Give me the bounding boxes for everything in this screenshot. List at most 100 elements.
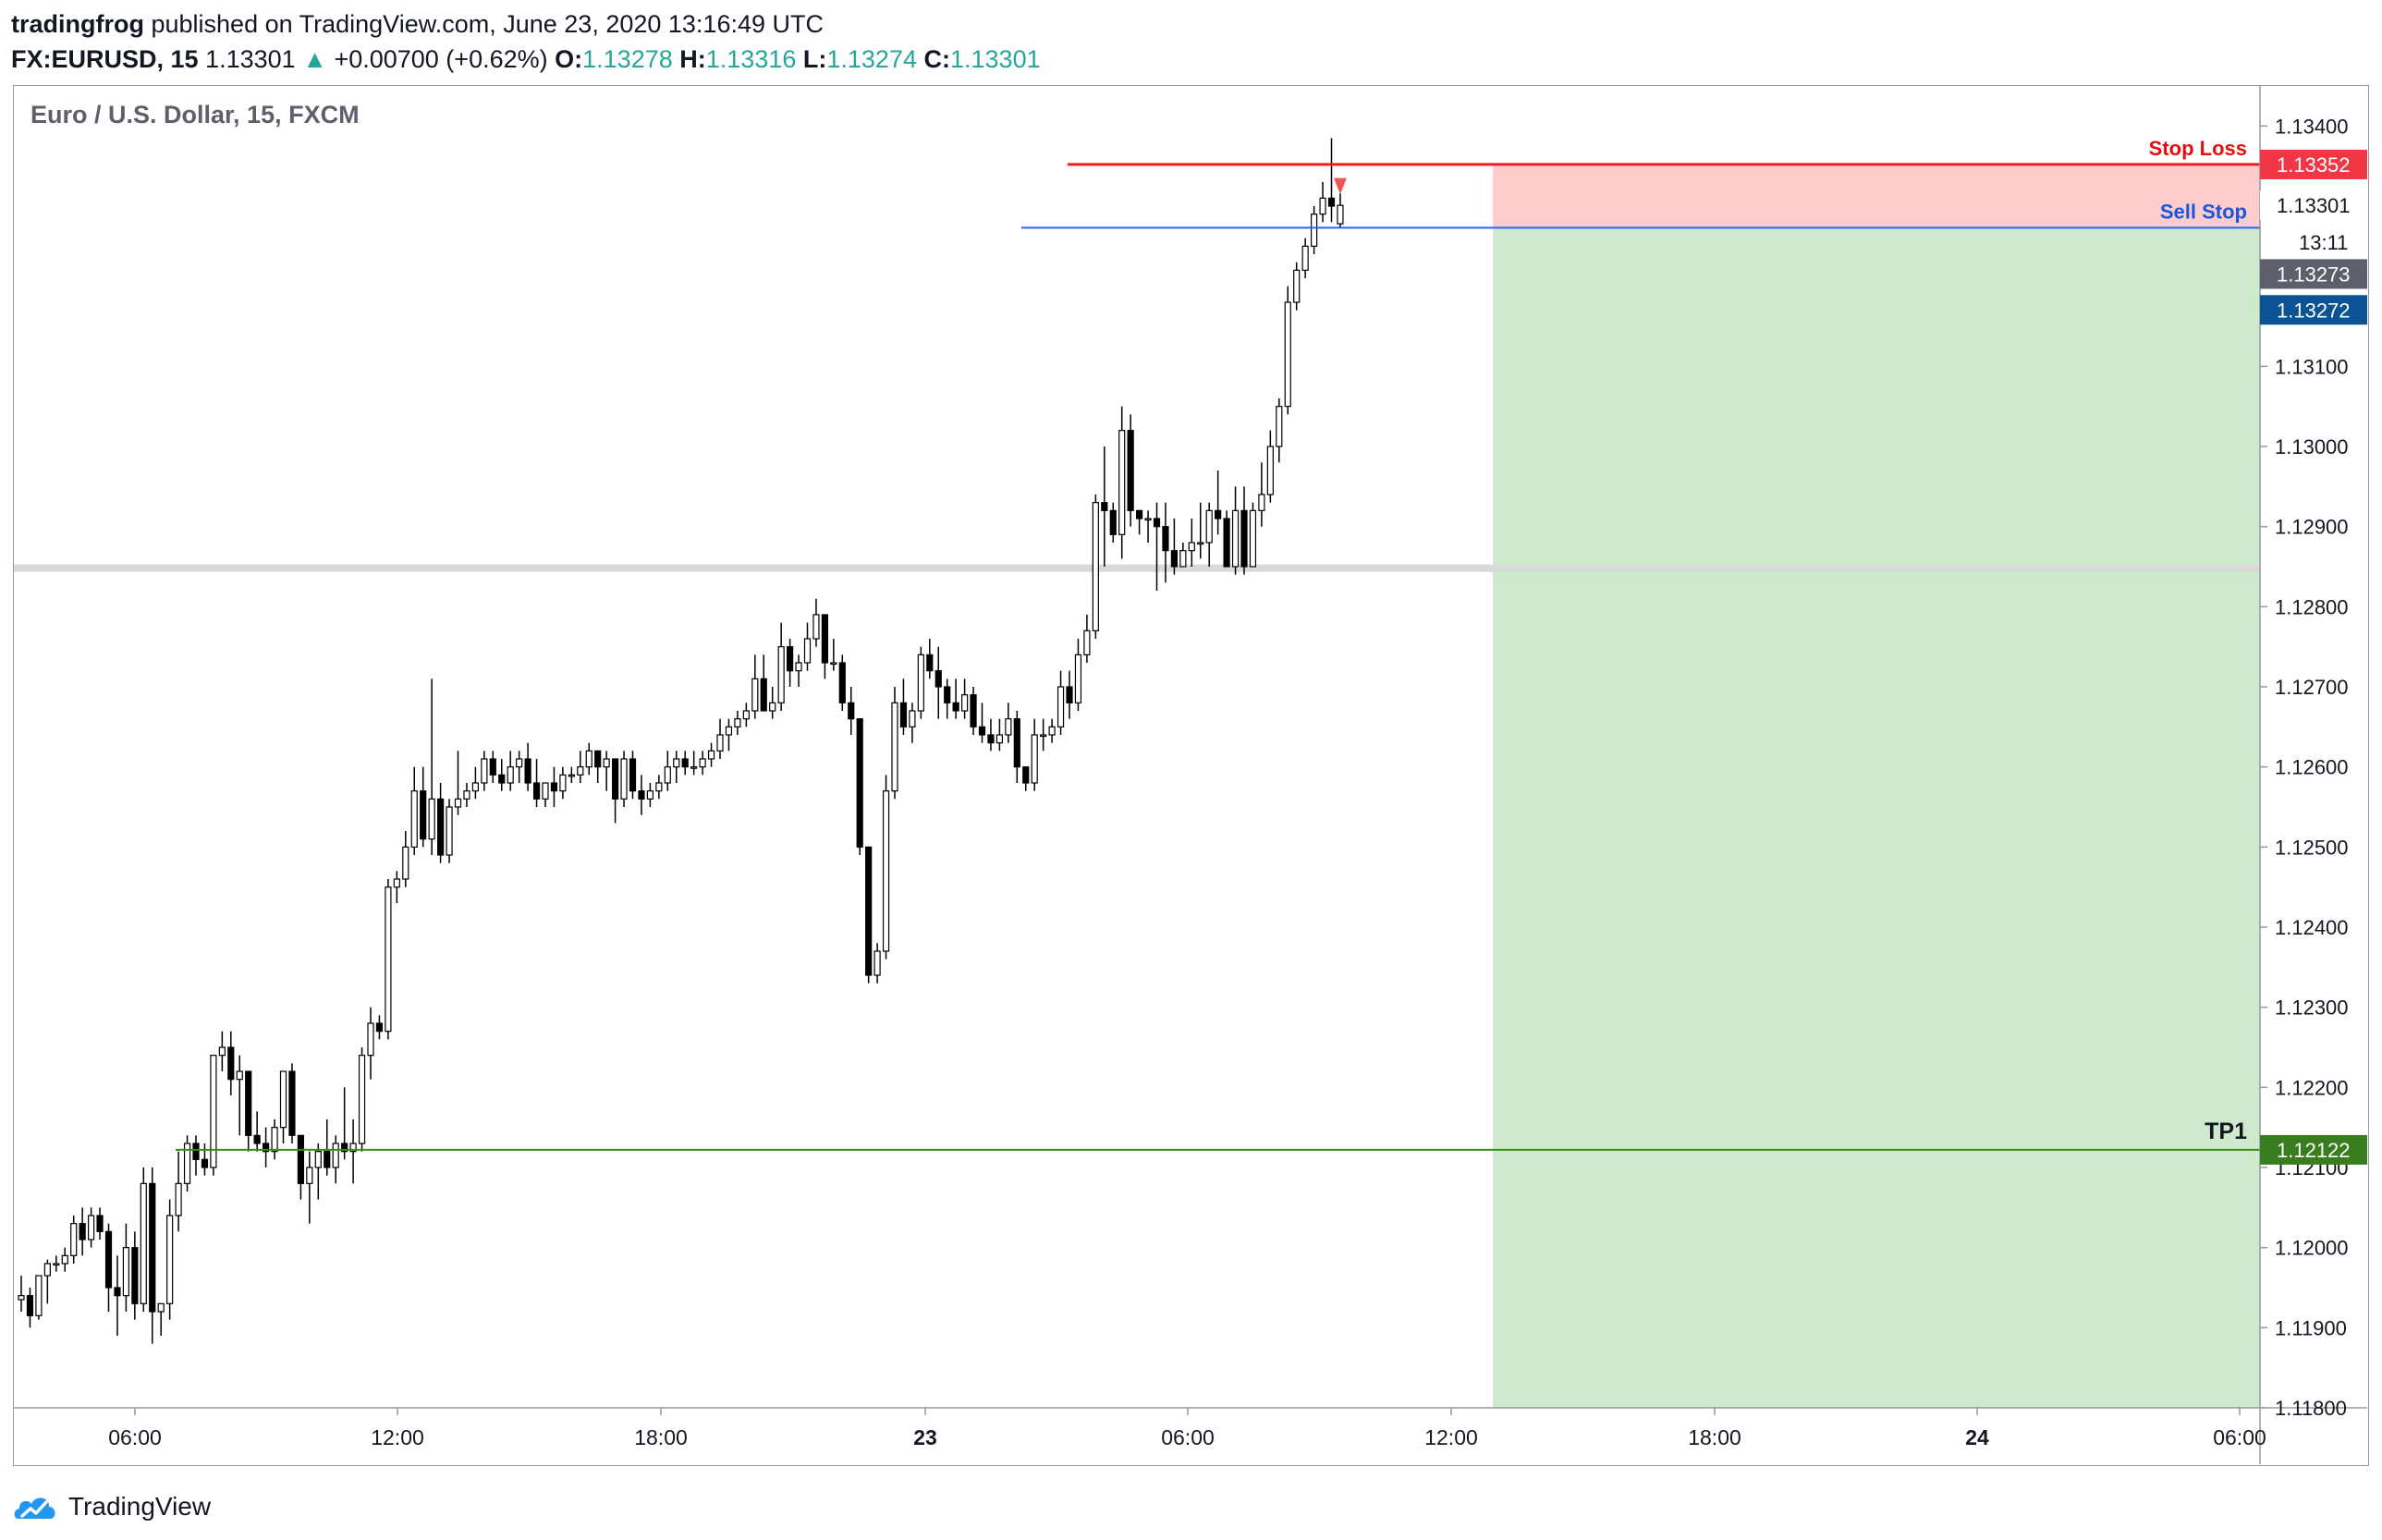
candle-down (288, 1070, 296, 1136)
candle-up (1057, 686, 1065, 727)
price-axis-label: 1.12122 (2277, 1139, 2351, 1162)
candle-up (18, 1295, 25, 1301)
candle-down (550, 782, 558, 792)
candle-up (1144, 518, 1152, 521)
candle-down (26, 1295, 34, 1316)
footer-brand[interactable]: TradingView (68, 1492, 212, 1521)
x-tick-label: 06:00 (2213, 1425, 2266, 1449)
candle-up (402, 846, 409, 880)
candle-up (70, 1223, 78, 1256)
y-tick-label: 1.12400 (2275, 916, 2349, 939)
candle-down (970, 694, 977, 727)
candle-up (751, 678, 759, 712)
candle-up (183, 1143, 191, 1184)
candle-down (1215, 509, 1222, 519)
candle-down (114, 1287, 121, 1297)
candle-up (882, 790, 890, 952)
price-chart[interactable]: Stop Loss Sell Stop TP1 Euro / U.S. Dollar,… (14, 86, 2367, 1464)
candle-up (769, 702, 776, 712)
candle-up (122, 1247, 130, 1297)
candle-down (1013, 718, 1020, 768)
candle-down (865, 846, 873, 976)
x-tick-label: 18:00 (634, 1425, 688, 1449)
candle-down (681, 758, 689, 768)
candle-up (1258, 494, 1265, 511)
footer: TradingView (13, 1484, 211, 1530)
candle-up (1231, 509, 1240, 568)
candle-up (87, 1215, 95, 1241)
symbol-info: FX:EURUSD, 15 1.13301 ▲ +0.00700 (+0.62%… (11, 43, 1041, 76)
candle-down (899, 702, 908, 727)
candle-down (263, 1143, 270, 1153)
x-tick-label: 18:00 (1688, 1425, 1741, 1449)
candle-up (742, 710, 750, 720)
y-tick-label: 1.13000 (2275, 435, 2349, 458)
candle-down (1101, 502, 1108, 511)
publisher-name[interactable]: tradingfrog (11, 10, 144, 38)
price-axis-label: 1.13272 (2277, 299, 2351, 322)
candle-down (1240, 509, 1248, 568)
candle-up (873, 950, 881, 976)
x-tick-label: 12:00 (1424, 1425, 1478, 1449)
y-tick-label: 1.13400 (2275, 115, 2349, 138)
candle-up (603, 758, 610, 768)
candle-up (620, 758, 628, 800)
candle-down (524, 758, 531, 784)
candle-up (673, 758, 680, 768)
candle-up (542, 782, 549, 800)
low-value: 1.13274 (826, 45, 917, 73)
candle-up (699, 758, 706, 768)
candle-down (227, 1046, 235, 1081)
y-tick-label: 1.12000 (2275, 1237, 2349, 1260)
candle-up (1118, 430, 1126, 535)
candle-down (149, 1182, 156, 1313)
candle-up (446, 806, 453, 856)
candle-down (245, 1070, 252, 1136)
candle-up (559, 774, 567, 792)
candle-up (812, 614, 820, 640)
chart-frame[interactable]: Stop Loss Sell Stop TP1 Euro / U.S. Dollar,… (13, 85, 2369, 1466)
y-tick-label: 1.12800 (2275, 595, 2349, 618)
candle-down (1127, 430, 1134, 511)
open-value: 1.13278 (582, 45, 673, 73)
candle-up (1293, 269, 1301, 303)
candle-up (367, 1022, 374, 1057)
candle-up (166, 1215, 174, 1304)
chart-title: Euro / U.S. Dollar, 15, FXCM (31, 101, 360, 128)
candle-up (236, 1070, 243, 1081)
candle-down (944, 686, 951, 703)
candle-up (690, 766, 698, 769)
candle-down (1170, 550, 1179, 568)
candle-up (157, 1302, 165, 1313)
price-axis-label-bg (2260, 259, 2367, 289)
candle-up (428, 798, 435, 840)
high-label: H: (679, 45, 706, 73)
candle-down (611, 758, 619, 800)
candle-down (629, 758, 637, 792)
candle-up (175, 1182, 182, 1216)
x-tick-label: 24 (1965, 1425, 1989, 1449)
candle-up (996, 734, 1004, 744)
candle-down (104, 1230, 113, 1289)
price-axis-label-bg (2260, 295, 2367, 325)
candle-up (481, 758, 488, 784)
y-tick-label: 1.11900 (2275, 1316, 2347, 1339)
candle-down (856, 718, 863, 848)
candle-down (1327, 197, 1336, 207)
candle-down (96, 1215, 104, 1232)
y-tick-label: 1.12300 (2275, 996, 2349, 1020)
candle-up (1205, 509, 1213, 544)
tradingview-logo-icon[interactable] (13, 1491, 59, 1522)
candle-up (306, 1167, 313, 1184)
candle-up (577, 766, 584, 776)
candle-down (375, 1022, 384, 1033)
candle-up (463, 790, 470, 800)
candle-up (410, 790, 418, 848)
candle-down (1066, 686, 1073, 703)
countdown-label: 13:11 (2299, 231, 2348, 254)
low-label: L: (802, 45, 827, 73)
support-level-line (14, 564, 2260, 572)
price-axis-label: 1.13273 (2277, 263, 2351, 286)
candle-up (664, 766, 671, 784)
reward-zone (1493, 227, 2260, 1408)
